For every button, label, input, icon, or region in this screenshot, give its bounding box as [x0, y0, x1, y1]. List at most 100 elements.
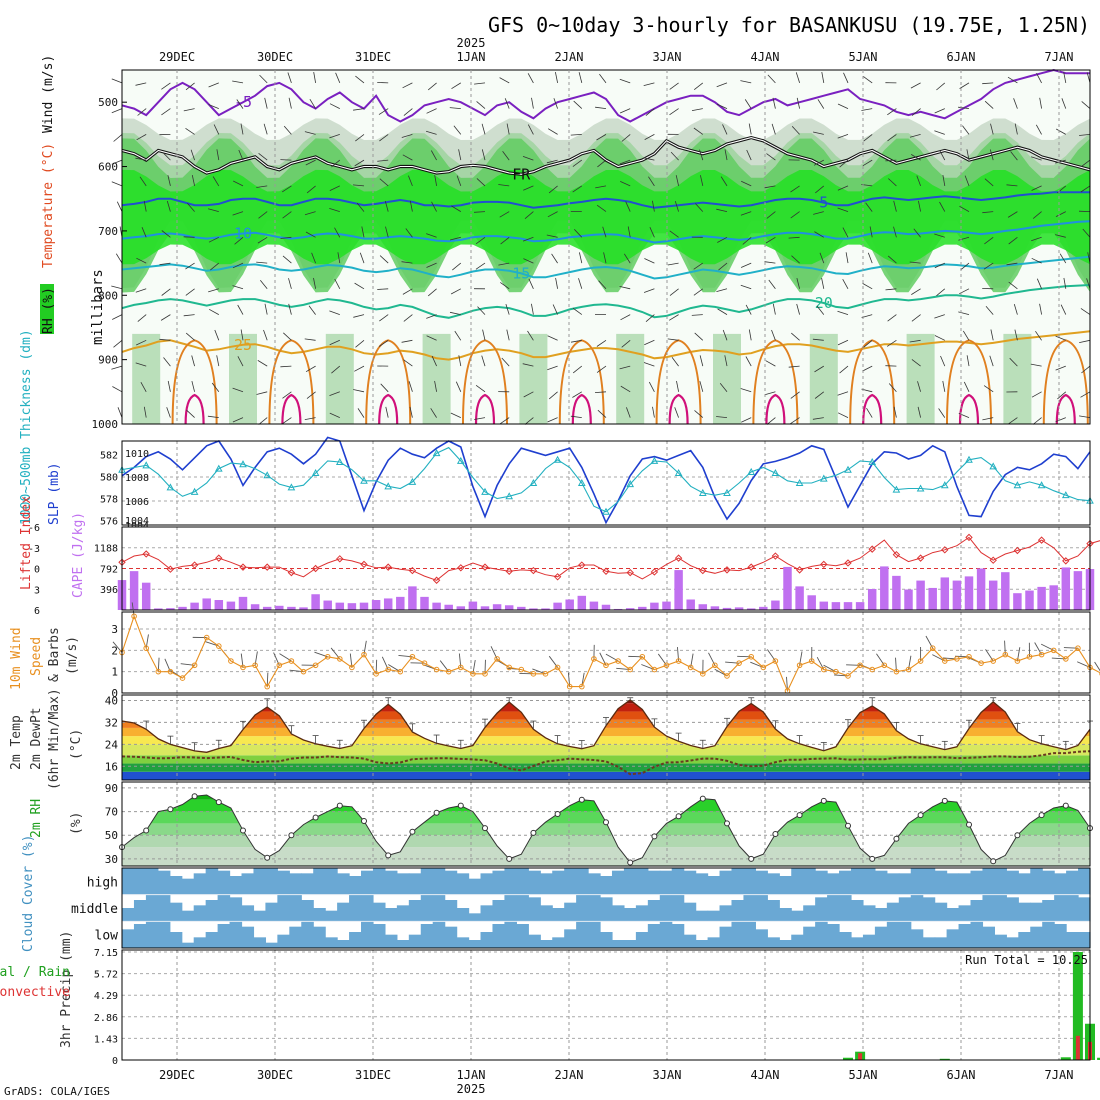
rh2m-marker-64 — [893, 835, 900, 842]
wind-barb — [528, 278, 534, 289]
year-label-top: 2025 — [457, 36, 486, 50]
wind10-marker-24 — [409, 653, 416, 660]
wind-barb — [887, 108, 897, 116]
wind-barb — [821, 277, 825, 289]
cape-bar-32 — [504, 605, 514, 610]
cloud-frame — [121, 867, 1091, 949]
wind-barb — [283, 125, 292, 135]
cloud-low-cell-64 — [886, 921, 900, 948]
wind-barb — [555, 72, 558, 83]
rh2m-ytick-30: 30 — [105, 853, 118, 866]
cape-bar-54 — [771, 600, 780, 610]
wind-barb — [263, 329, 268, 341]
wind-barb — [913, 228, 921, 238]
wind-barb — [354, 282, 365, 290]
wind-barb — [258, 417, 268, 425]
wind-barb — [764, 391, 776, 396]
wind-barb — [185, 288, 195, 296]
wind-barb — [426, 314, 437, 319]
wind-barb — [475, 384, 486, 393]
wind-barb — [837, 339, 849, 346]
cloud-high-cell-64 — [886, 873, 900, 895]
cloud-middle-cell-35 — [540, 905, 553, 922]
wind10-marker-59 — [833, 668, 839, 675]
wind-barb — [796, 303, 800, 315]
wind-barb — [1031, 257, 1042, 264]
isotherm-25 — [121, 330, 1091, 361]
wind10-marker-47 — [687, 664, 694, 671]
rh2m-band-0 — [122, 847, 1090, 866]
cape-bar-28 — [456, 606, 466, 610]
wind-barb — [934, 233, 945, 238]
wind10-marker-33 — [518, 666, 525, 673]
wind10-marker-8 — [216, 643, 222, 649]
wind-barb — [403, 108, 413, 116]
cloud-high-cell-46 — [671, 868, 685, 895]
cape-bar-13 — [275, 605, 284, 610]
temp2m-ylabel-3: (6hr Min/Max) — [47, 688, 62, 790]
cloud-low-cell-33 — [516, 924, 529, 948]
cloud-high-cell-5 — [181, 878, 195, 895]
cloud-middle-cell-60 — [839, 894, 852, 922]
wind-barb — [329, 412, 340, 418]
cloud-low-cell-56 — [791, 934, 804, 948]
date-label-top-1JAN: 1JAN — [457, 50, 486, 64]
wind10-marker-58 — [821, 666, 827, 673]
wind-barb — [137, 314, 147, 322]
precip-ytick-5: 7.15 — [94, 948, 118, 959]
rh2m-marker-8 — [215, 799, 222, 806]
thickness-marker-38 — [577, 478, 586, 486]
wind-barb — [790, 211, 800, 219]
temp2m-band-4 — [122, 736, 1090, 745]
wind-barb — [1063, 277, 1067, 289]
wind-barb — [143, 406, 147, 418]
wind-barb — [546, 234, 558, 238]
isotherm-30-loop-3 — [462, 339, 508, 425]
cape-ylabel: CAPE (J/kg) — [71, 512, 86, 598]
wind-barb — [1035, 330, 1042, 341]
li-marker-24 — [408, 566, 417, 575]
wind-barb — [304, 131, 316, 135]
wind-barb — [717, 236, 728, 243]
wind-barb — [842, 227, 849, 238]
cloud-middle-cell-44 — [647, 900, 661, 922]
thickness-marker-30 — [481, 487, 489, 495]
wind-barb — [352, 184, 365, 187]
cloud-low-cell-52 — [743, 921, 756, 948]
wind-barb — [888, 383, 897, 393]
cloud-low-cell-19 — [349, 932, 362, 948]
wind-barb — [1081, 365, 1091, 374]
rh2m-marker-12 — [264, 854, 271, 861]
rh2m-marker-32 — [506, 855, 513, 862]
wind-barb — [500, 236, 510, 245]
wind-barb — [594, 391, 607, 393]
wind-barb — [359, 252, 365, 264]
wind-barb — [643, 288, 655, 293]
cloud-high-cell-32 — [504, 868, 517, 895]
wind-barb — [505, 303, 510, 315]
cloud-low-cell-47 — [683, 934, 697, 948]
cloud-low-cell-79 — [1066, 932, 1079, 948]
cloud-low-cell-20 — [361, 921, 374, 948]
thickness-marker-40 — [602, 507, 610, 515]
wind-barb — [718, 262, 728, 271]
wind10-marker-46 — [675, 658, 682, 664]
wind-barb — [676, 380, 679, 392]
cape-bar-19 — [347, 603, 357, 610]
thickness-ylabel: 1000~500mb Thickness (dm) — [19, 329, 34, 525]
wind-barb — [861, 108, 873, 111]
wind10-marker-42 — [627, 666, 634, 673]
cape-bar-61 — [855, 602, 865, 610]
wind-barb — [716, 208, 728, 212]
wind-barb — [353, 389, 365, 393]
wind-barb — [984, 236, 994, 245]
wind-barb — [212, 176, 220, 187]
wind-barb — [1036, 73, 1042, 84]
wind-barb — [264, 97, 268, 109]
thickness-ytick-580: 580 — [100, 472, 118, 483]
wind-barb — [644, 258, 655, 264]
cloud-high-cell-9 — [229, 876, 243, 895]
rh2m-marker-20 — [361, 818, 367, 825]
cape-bar-64 — [892, 575, 901, 610]
wind-barb — [522, 156, 534, 161]
